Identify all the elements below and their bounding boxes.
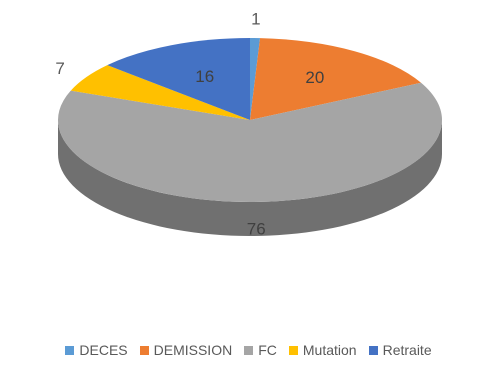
chart-legend: DECES DEMISSION FC Mutation Retraite: [0, 340, 497, 360]
legend-swatch: [244, 345, 254, 355]
legend-item-deces: DECES: [65, 342, 128, 358]
legend-swatch: [139, 345, 149, 355]
legend-item-demission: DEMISSION: [139, 342, 233, 358]
data-label-retraite: 16: [195, 67, 214, 86]
data-label-deces: 1: [251, 9, 260, 28]
legend-label: Mutation: [302, 342, 357, 358]
pie-side-fc: [58, 120, 442, 236]
legend-label: DEMISSION: [153, 342, 233, 358]
pie-data-labels: 1 20 76 7 16: [55, 9, 324, 238]
legend-label: FC: [258, 342, 277, 358]
pie-slice-retraite: [107, 38, 250, 120]
legend-item-fc: FC: [244, 342, 277, 358]
legend-swatch: [368, 345, 378, 355]
pie-slice-deces: [250, 38, 261, 120]
data-label-mutation: 7: [55, 59, 64, 78]
pie-slice-demission: [250, 38, 422, 120]
pie-top-faces: [57, 38, 442, 202]
legend-swatch: [65, 345, 75, 355]
legend-label: DECES: [79, 342, 128, 358]
pie-slice-mutation: [70, 65, 250, 120]
legend-swatch: [288, 345, 298, 355]
data-label-demission: 20: [305, 68, 324, 87]
pie-side-walls: [58, 120, 442, 236]
legend-item-retraite: Retraite: [368, 342, 432, 358]
legend-label: Retraite: [382, 342, 432, 358]
pie-slice-fc: [57, 82, 442, 202]
data-label-fc: 76: [247, 219, 266, 238]
legend-item-mutation: Mutation: [288, 342, 357, 358]
